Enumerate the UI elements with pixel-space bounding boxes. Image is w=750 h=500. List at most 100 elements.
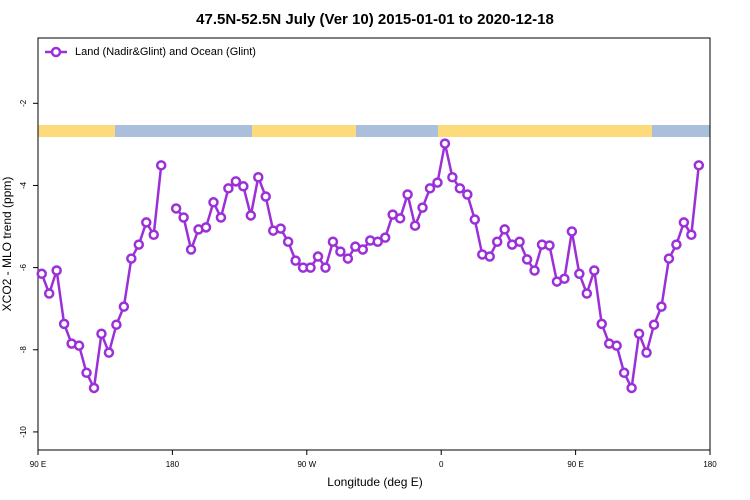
- data-point: [342, 253, 354, 264]
- data-point: [103, 347, 115, 358]
- data-point: [178, 212, 189, 223]
- data-point: [126, 253, 137, 264]
- data-point: [618, 367, 630, 379]
- data-point: [148, 229, 159, 241]
- data-point: [693, 160, 705, 171]
- data-point: [432, 177, 443, 188]
- data-point: [111, 319, 122, 330]
- data-point: [544, 240, 555, 251]
- data-point: [641, 347, 652, 358]
- y-tick-label: -4: [19, 181, 28, 189]
- y-tick-label: -8: [19, 346, 28, 354]
- data-point: [469, 214, 481, 225]
- data-point: [223, 183, 234, 194]
- data-point: [305, 262, 316, 273]
- data-point: [88, 382, 100, 394]
- y-tick-label: -10: [19, 426, 28, 438]
- data-point: [208, 197, 219, 208]
- chart-title: 47.5N-52.5N July (Ver 10) 2015-01-01 to …: [196, 11, 554, 28]
- x-axis-label: Longitude (deg E): [327, 475, 422, 489]
- y-axis-label: XCO2 - MLO trend (ppm): [0, 177, 14, 312]
- data-point: [447, 172, 458, 183]
- x-tick-label: 180: [703, 460, 717, 469]
- data-point: [514, 236, 525, 247]
- data-point: [230, 176, 242, 187]
- y-tick-label: -6: [19, 264, 28, 272]
- data-point: [409, 220, 421, 231]
- data-point: [581, 288, 593, 299]
- data-point: [118, 301, 130, 312]
- data-point: [51, 265, 62, 276]
- data-point: [372, 236, 383, 247]
- data-point: [133, 239, 145, 250]
- x-tick-label: 90 W: [297, 460, 316, 469]
- data-point: [648, 319, 660, 330]
- data-point: [379, 232, 391, 243]
- data-point: [484, 251, 495, 262]
- data-point: [290, 255, 301, 266]
- data-point: [73, 340, 85, 351]
- data-point: [327, 236, 339, 247]
- data-point: [417, 202, 428, 213]
- data-point: [633, 328, 645, 340]
- ocean-strip: [356, 125, 438, 137]
- data-point: [96, 328, 107, 340]
- data-point: [454, 183, 466, 194]
- data-point: [320, 262, 331, 273]
- data-point: [253, 172, 264, 183]
- data-point: [155, 160, 167, 171]
- data-point: [574, 268, 585, 280]
- data-point: [394, 213, 406, 224]
- data-point: [611, 340, 622, 351]
- data-point: [43, 288, 55, 299]
- data-point: [81, 367, 92, 379]
- data-point: [215, 212, 227, 223]
- data-point: [36, 268, 47, 280]
- data-point: [312, 251, 324, 262]
- data-point: [559, 273, 570, 284]
- x-tick-label: 180: [166, 460, 180, 469]
- x-tick-label: 90 E: [30, 460, 46, 469]
- data-point: [357, 244, 369, 255]
- data-point: [260, 191, 271, 202]
- data-point: [678, 217, 690, 228]
- data-point: [521, 254, 533, 265]
- land-ocean-strip: [38, 125, 710, 137]
- data-point: [626, 382, 637, 394]
- data-point: [58, 318, 70, 330]
- y-tick-label: -2: [19, 99, 28, 107]
- land-strip: [438, 125, 652, 137]
- data-point: [238, 181, 249, 192]
- series-line: [40, 143, 701, 393]
- data-point: [491, 236, 503, 247]
- data-point: [424, 183, 436, 194]
- legend-marker: [50, 46, 62, 58]
- ocean-strip: [115, 125, 252, 137]
- x-tick-label: 0: [439, 460, 444, 469]
- data-point: [663, 253, 675, 264]
- data-point: [439, 138, 451, 149]
- x-tick-label: 90 E: [567, 460, 583, 469]
- data-point: [141, 217, 152, 228]
- data-point: [529, 265, 540, 276]
- data-point: [656, 301, 667, 312]
- data-point: [170, 203, 182, 214]
- data-point: [566, 226, 578, 237]
- ocean-strip: [652, 125, 710, 137]
- data-point: [499, 224, 510, 235]
- data-point: [335, 246, 346, 257]
- data-point: [589, 265, 600, 276]
- legend-label: Land (Nadir&Glint) and Ocean (Glint): [75, 46, 256, 58]
- data-point: [596, 318, 607, 330]
- data-point: [200, 222, 212, 233]
- data-point: [282, 236, 294, 247]
- data-point: [402, 189, 413, 200]
- data-point: [671, 239, 682, 250]
- data-point: [686, 229, 697, 241]
- data-point: [245, 210, 257, 221]
- plot-frame: [37, 37, 711, 451]
- land-strip: [38, 125, 115, 137]
- land-strip: [252, 125, 356, 137]
- data-point: [275, 223, 286, 234]
